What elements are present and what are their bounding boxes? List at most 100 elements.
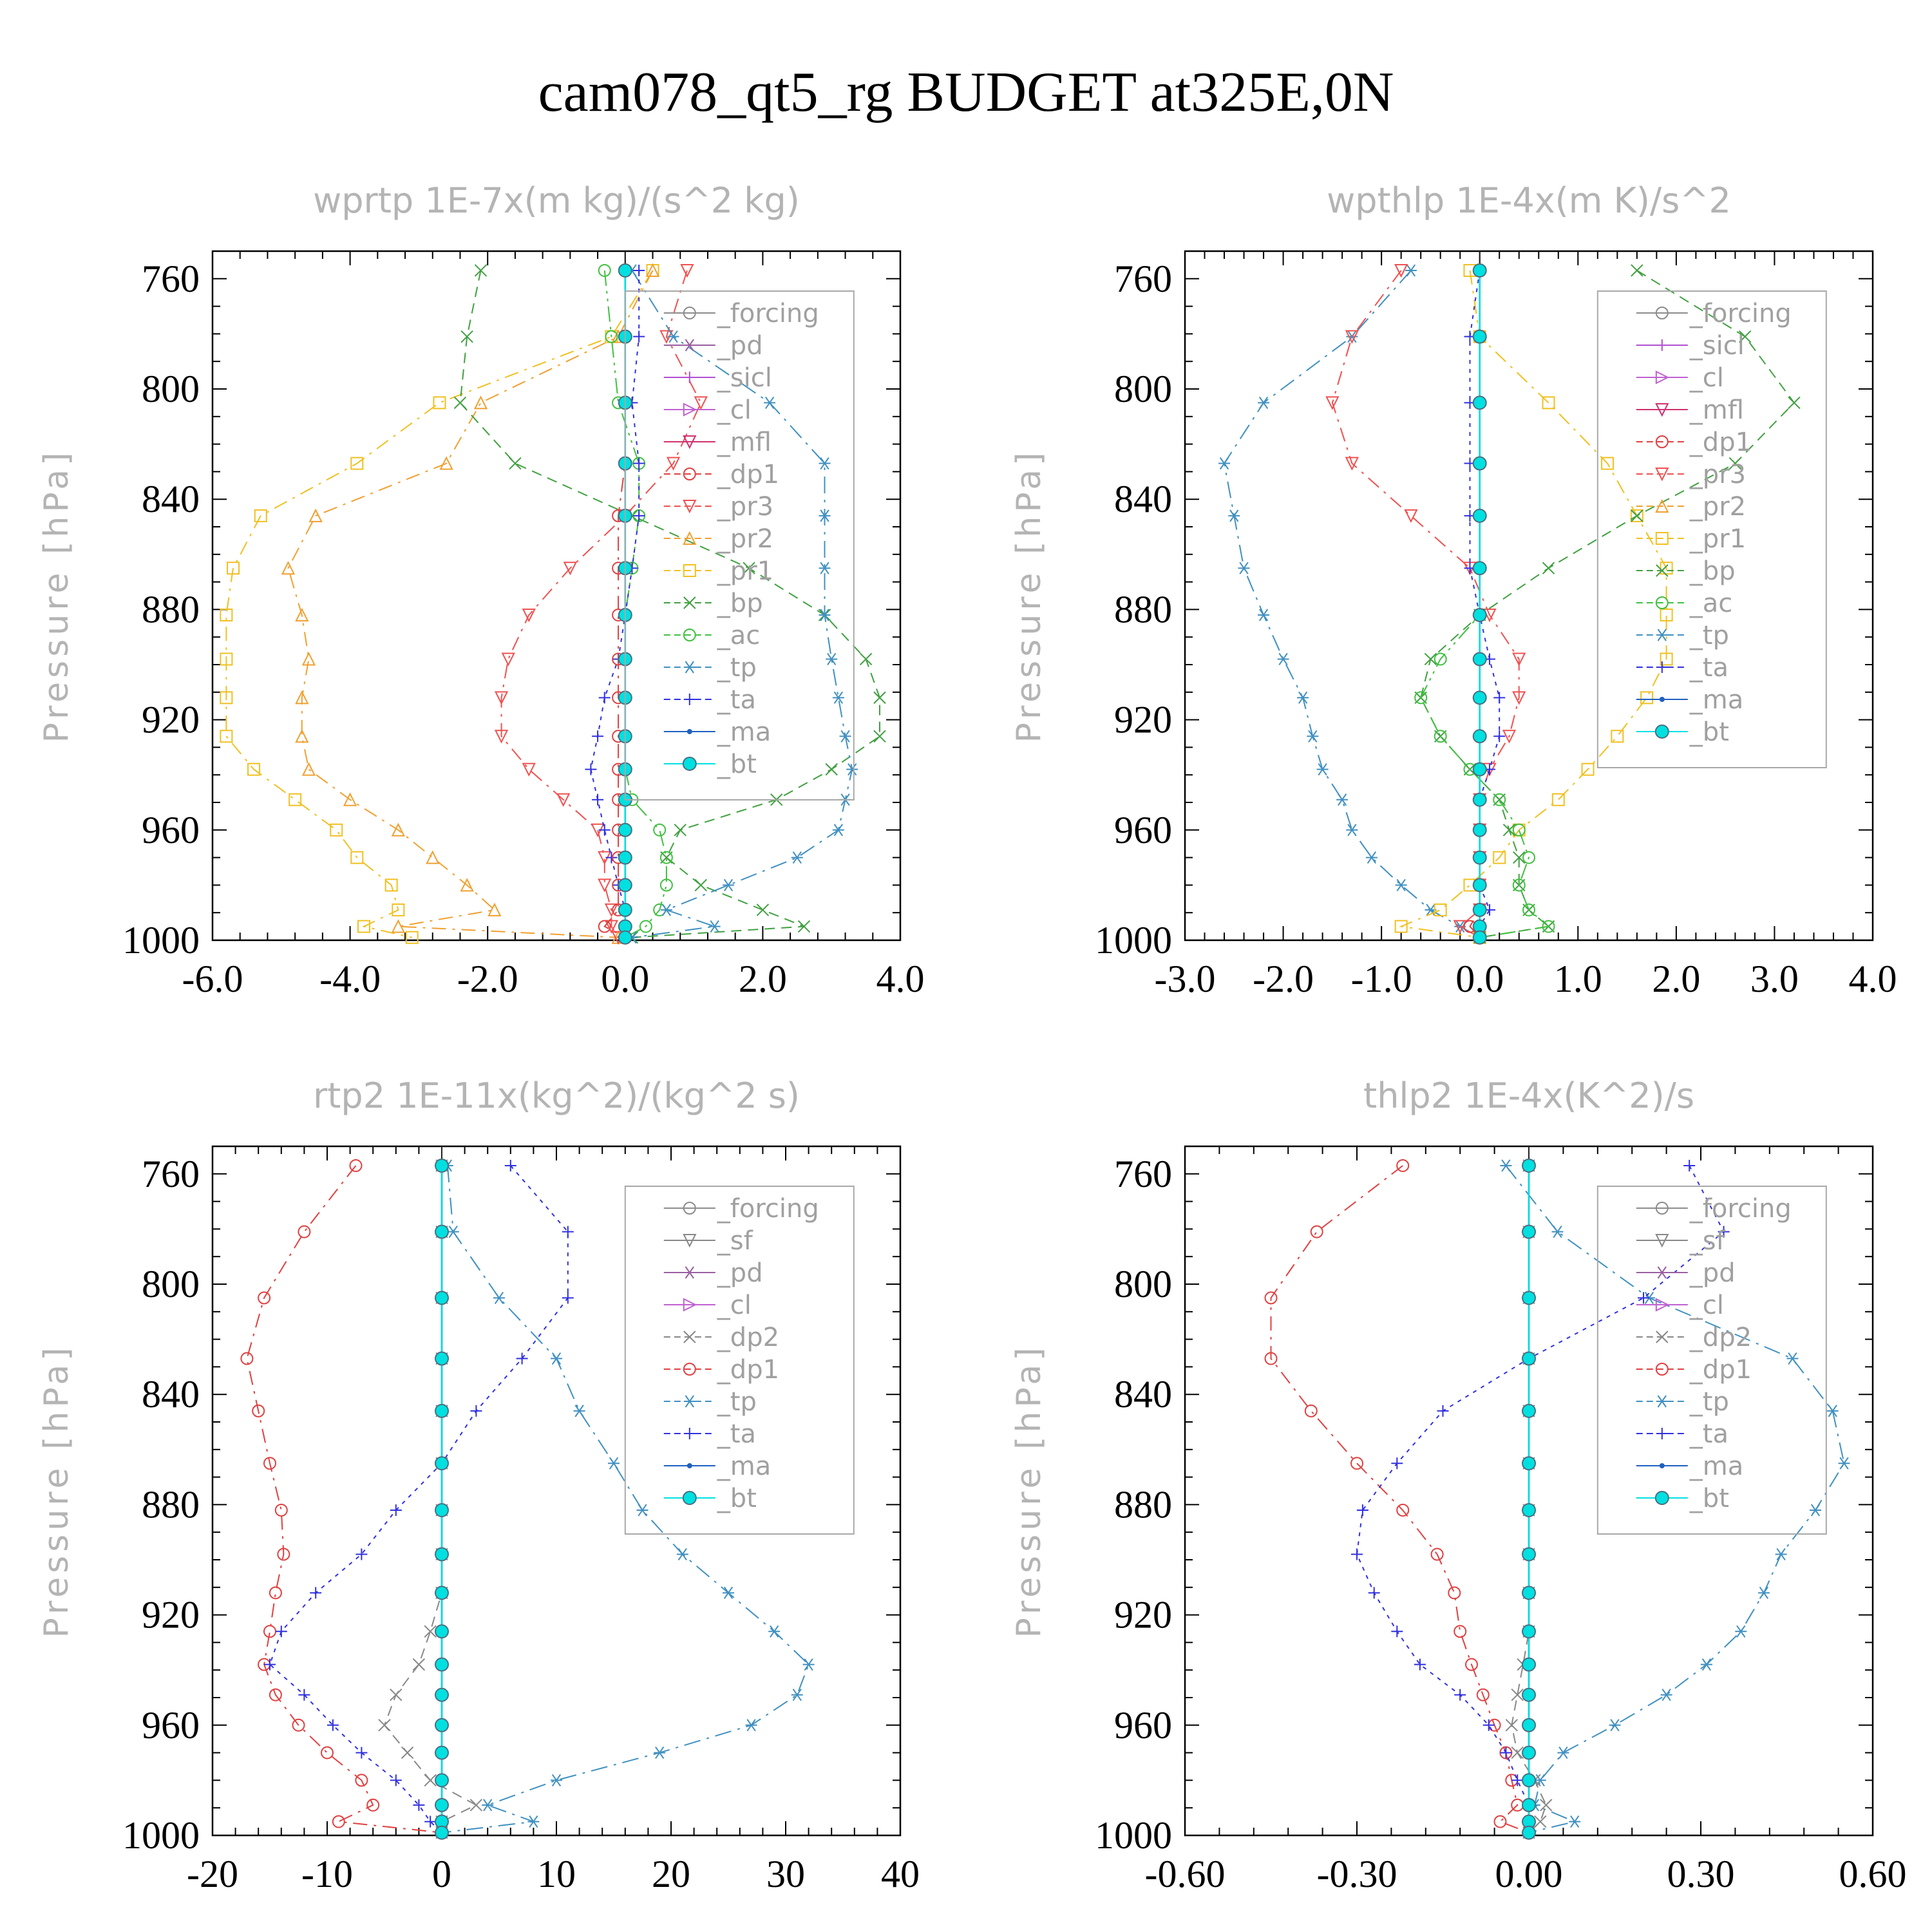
data-point-bt <box>435 1624 449 1639</box>
series-line-pr2 <box>287 270 654 938</box>
y-tick-label: 1000 <box>122 919 200 961</box>
data-point-pr1 <box>1581 762 1595 776</box>
data-point-ta <box>598 824 611 836</box>
data-point-tp <box>1609 1719 1621 1732</box>
legend-marker <box>683 1331 696 1343</box>
series-dp1 <box>598 263 632 944</box>
data-point-tp <box>1277 652 1289 666</box>
data-point-ta <box>1683 1159 1696 1171</box>
legend-marker <box>1654 724 1669 739</box>
data-point-pr1 <box>1551 793 1565 806</box>
data-point-bt <box>1522 1825 1536 1840</box>
data-point-pr3 <box>563 562 577 576</box>
data-point-pr2 <box>645 263 660 277</box>
legend-label: _pr3 <box>717 492 773 522</box>
data-point-pr2 <box>426 850 440 864</box>
legend-label: _cl <box>717 1291 752 1320</box>
data-point-pr3 <box>494 691 509 705</box>
legend-item-ma: _ma <box>1636 685 1743 715</box>
series-bp <box>1414 264 1801 944</box>
data-point-dp1 <box>263 1625 276 1638</box>
data-point-dp1 <box>298 1225 311 1238</box>
y-axis-label: Pressure [hPa] <box>1010 449 1048 743</box>
data-point-dp1 <box>1493 1815 1507 1828</box>
data-point-bt <box>1522 1797 1536 1812</box>
x-tick-label: 0.60 <box>1839 1853 1907 1895</box>
legend-marker <box>687 729 692 734</box>
data-point-dp1 <box>1304 1404 1318 1417</box>
legend-box <box>624 290 855 800</box>
data-point-tp <box>1826 1405 1839 1417</box>
legend-box <box>624 1186 855 1535</box>
series-ta <box>585 264 645 943</box>
legend-label: _ta <box>1689 653 1728 683</box>
data-point-bp <box>1631 509 1643 522</box>
legend-label: _forcing <box>717 1194 819 1224</box>
data-point-ta <box>598 692 611 704</box>
data-point-tp <box>1307 730 1319 743</box>
series-bt <box>1522 1158 1536 1840</box>
y-tick-label: 920 <box>1114 1594 1172 1636</box>
data-point-dp2 <box>424 1774 437 1787</box>
data-point-bt <box>1522 1456 1536 1471</box>
data-point-pr3 <box>522 762 536 777</box>
data-point-bp <box>1631 264 1643 277</box>
legend-item-tp: _tp <box>663 653 757 683</box>
legend-marker <box>683 596 696 609</box>
legend-label: _forcing <box>1689 1194 1792 1224</box>
legend-item-bp: _bp <box>663 589 763 618</box>
data-point-bt <box>1472 762 1487 777</box>
data-point-pr1 <box>1611 730 1624 743</box>
data-point-pr1 <box>289 793 302 806</box>
legend-item-ac: _ac <box>1636 589 1732 618</box>
data-point-tp <box>819 457 831 470</box>
data-point-tp <box>1500 1159 1512 1172</box>
series-line-dp1 <box>246 1165 442 1833</box>
data-point-tp <box>723 1586 734 1599</box>
data-point-bt <box>618 263 632 278</box>
data-point-pr1 <box>1601 457 1615 470</box>
legend-marker <box>682 1491 697 1505</box>
series-dp1 <box>1264 1159 1535 1839</box>
data-point-pr2 <box>473 395 488 410</box>
data-point-bt <box>435 1351 449 1366</box>
data-point-ac <box>1522 851 1535 864</box>
data-point-tp <box>1365 851 1378 864</box>
data-point-ta <box>516 1352 528 1365</box>
data-point-tp <box>447 1226 459 1238</box>
x-tick-label: 0 <box>432 1853 451 1895</box>
data-point-dp1 <box>1310 1225 1323 1238</box>
data-point-pr3 <box>522 608 536 623</box>
y-tick-label: 880 <box>1114 1483 1172 1526</box>
x-tick-label: 10 <box>537 1853 576 1895</box>
data-point-bt <box>618 878 632 893</box>
data-point-tp <box>819 609 831 621</box>
data-point-bt <box>618 850 632 865</box>
data-point-bt <box>435 1502 449 1517</box>
legend-label: _bt <box>717 750 757 779</box>
data-point-pr3 <box>1394 263 1408 278</box>
legend-marker <box>1656 564 1669 577</box>
data-point-ta <box>424 1815 437 1828</box>
legend-marker <box>682 757 697 771</box>
legend-item-sf: _sf <box>1636 1226 1726 1256</box>
legend-marker <box>1655 532 1669 545</box>
data-point-bp <box>743 562 755 574</box>
data-point-ta <box>1437 1405 1449 1417</box>
plot-frame <box>1184 250 1874 942</box>
y-tick-label: 840 <box>1114 1373 1172 1416</box>
data-point-pr3 <box>1345 330 1359 344</box>
y-tick-label: 760 <box>1114 258 1172 300</box>
data-point-dp1 <box>1396 1159 1410 1172</box>
data-point-dp2 <box>401 1746 414 1759</box>
series-dp1 <box>1463 263 1486 944</box>
data-point-dp2 <box>424 1625 437 1638</box>
data-point-pr3 <box>1502 730 1517 744</box>
data-point-pr1 <box>220 691 233 705</box>
data-point-bt <box>1472 652 1487 667</box>
y-axis-label: Pressure [hPa] <box>1010 1344 1048 1638</box>
series-tp <box>626 264 858 944</box>
series-line-pr1 <box>225 270 654 938</box>
data-point-ac <box>1434 652 1447 666</box>
legend-label: _ma <box>717 717 771 747</box>
